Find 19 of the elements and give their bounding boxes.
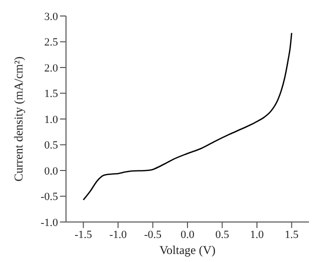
x-tick-label: 0.5 — [215, 228, 230, 241]
x-tick-label: -1.5 — [74, 228, 93, 241]
y-tick-label: 2.0 — [44, 62, 58, 74]
y-tick-label: 1.0 — [44, 114, 58, 126]
x-tick-label: 1.0 — [250, 228, 264, 241]
x-tick-label: 0.0 — [180, 228, 195, 241]
y-tick-label: 2.5 — [44, 36, 58, 49]
line-series — [82, 32, 292, 201]
y-tick-label: 0.5 — [44, 140, 58, 152]
y-tick-label: 3.0 — [44, 10, 58, 23]
y-tick-label: 0.0 — [44, 165, 58, 178]
y-tick-label: -0.5 — [40, 191, 58, 204]
y-tick-label: -1.0 — [40, 216, 58, 229]
y-axis-title: Current density (mA/cm²) — [11, 56, 26, 182]
y-tick-label: 1.5 — [44, 88, 58, 100]
x-tick-label: 1.5 — [284, 228, 300, 241]
x-tick-label: -0.5 — [144, 228, 162, 241]
x-axis-title: Voltage (V) — [159, 243, 216, 257]
x-tick-label: -1.0 — [109, 228, 128, 241]
